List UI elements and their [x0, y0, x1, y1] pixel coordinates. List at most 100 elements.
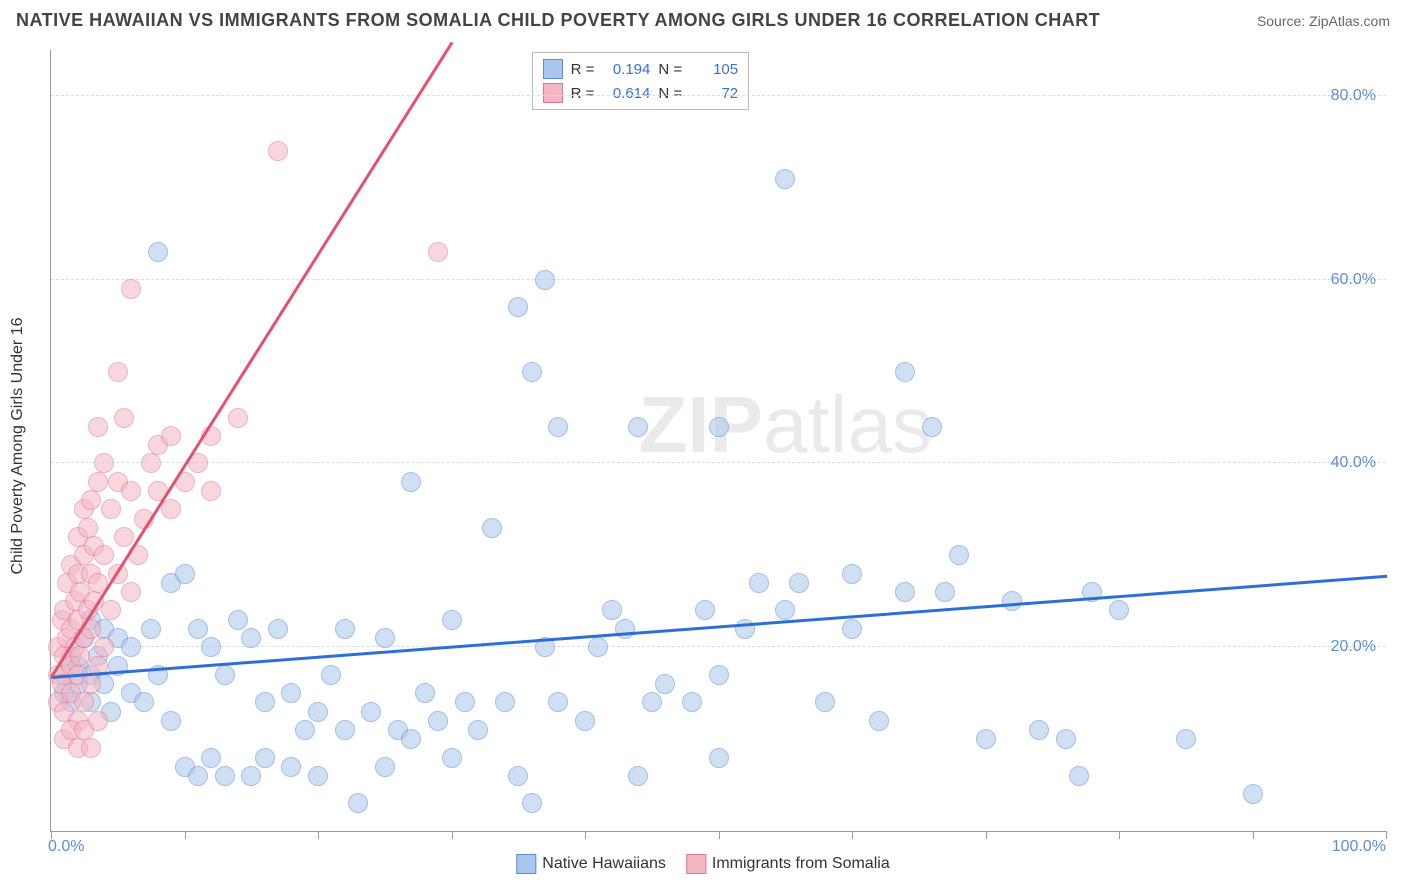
scatter-point: [749, 573, 769, 593]
scatter-point: [81, 674, 101, 694]
scatter-point: [121, 481, 141, 501]
scatter-point: [228, 610, 248, 630]
scatter-point: [455, 692, 475, 712]
scatter-point: [895, 582, 915, 602]
scatter-point: [161, 499, 181, 519]
scatter-point: [628, 417, 648, 437]
scatter-point: [94, 637, 114, 657]
scatter-point: [709, 748, 729, 768]
x-tick: [1119, 831, 1120, 839]
scatter-point: [188, 619, 208, 639]
stat-n-value-1: 105: [690, 61, 738, 78]
scatter-point: [121, 637, 141, 657]
scatter-point: [695, 600, 715, 620]
stat-n-label-2: N =: [658, 85, 682, 102]
gridline: [51, 462, 1386, 463]
scatter-point: [335, 720, 355, 740]
legend-swatch-1: [516, 854, 536, 874]
scatter-point: [335, 619, 355, 639]
scatter-point: [548, 692, 568, 712]
scatter-point: [1176, 729, 1196, 749]
scatter-point: [268, 619, 288, 639]
scatter-point: [141, 619, 161, 639]
scatter-point: [201, 748, 221, 768]
scatter-point: [361, 702, 381, 722]
scatter-point: [1029, 720, 1049, 740]
scatter-point: [281, 683, 301, 703]
gridline: [51, 279, 1386, 280]
scatter-point: [175, 564, 195, 584]
trend-line: [51, 574, 1387, 678]
y-tick-label: 40.0%: [1331, 454, 1376, 472]
scatter-point: [1002, 591, 1022, 611]
stat-n-label-1: N =: [658, 61, 682, 78]
scatter-point: [428, 711, 448, 731]
scatter-point: [94, 453, 114, 473]
scatter-point: [548, 417, 568, 437]
gridline: [51, 95, 1386, 96]
scatter-point: [415, 683, 435, 703]
scatter-point: [255, 692, 275, 712]
scatter-point: [215, 766, 235, 786]
scatter-point: [148, 242, 168, 262]
x-tick: [185, 831, 186, 839]
scatter-point: [442, 748, 462, 768]
scatter-point: [114, 408, 134, 428]
legend-item-2: Immigrants from Somalia: [686, 854, 890, 874]
stats-box: R = 0.194 N = 105 R = 0.614 N = 72: [532, 52, 750, 110]
legend: Native Hawaiians Immigrants from Somalia: [516, 854, 889, 874]
stat-r-label-1: R =: [571, 61, 595, 78]
scatter-point: [201, 481, 221, 501]
scatter-point: [869, 711, 889, 731]
trend-line: [50, 41, 453, 677]
scatter-point: [508, 297, 528, 317]
scatter-point: [1109, 600, 1129, 620]
scatter-point: [241, 766, 261, 786]
scatter-point: [842, 619, 862, 639]
legend-label-1: Native Hawaiians: [542, 855, 666, 873]
scatter-point: [308, 766, 328, 786]
scatter-point: [101, 499, 121, 519]
x-tick: [1253, 831, 1254, 839]
scatter-point: [401, 729, 421, 749]
scatter-point: [935, 582, 955, 602]
scatter-point: [482, 518, 502, 538]
scatter-point: [922, 417, 942, 437]
chart-container: ZIPatlas R = 0.194 N = 105 R = 0.614 N =…: [50, 50, 1386, 832]
x-tick: [585, 831, 586, 839]
x-tick: [1386, 831, 1387, 839]
scatter-point: [161, 426, 181, 446]
scatter-point: [401, 472, 421, 492]
scatter-point: [428, 242, 448, 262]
scatter-point: [615, 619, 635, 639]
scatter-point: [201, 637, 221, 657]
x-tick: [719, 831, 720, 839]
plot-area: ZIPatlas R = 0.194 N = 105 R = 0.614 N =…: [50, 50, 1386, 832]
scatter-point: [709, 665, 729, 685]
scatter-point: [789, 573, 809, 593]
stats-row-1: R = 0.194 N = 105: [543, 57, 739, 81]
scatter-point: [94, 545, 114, 565]
watermark-bold: ZIP: [639, 380, 763, 469]
legend-item-1: Native Hawaiians: [516, 854, 666, 874]
scatter-point: [114, 527, 134, 547]
scatter-point: [895, 362, 915, 382]
scatter-point: [642, 692, 662, 712]
scatter-point: [442, 610, 462, 630]
scatter-point: [78, 518, 98, 538]
scatter-point: [495, 692, 515, 712]
y-axis-label: Child Poverty Among Girls Under 16: [9, 318, 27, 575]
scatter-point: [976, 729, 996, 749]
scatter-point: [268, 141, 288, 161]
scatter-point: [348, 793, 368, 813]
scatter-point: [188, 766, 208, 786]
legend-swatch-2: [686, 854, 706, 874]
scatter-point: [121, 279, 141, 299]
scatter-point: [121, 582, 141, 602]
watermark-light: atlas: [763, 380, 932, 469]
source-label: Source: ZipAtlas.com: [1257, 13, 1390, 29]
scatter-point: [241, 628, 261, 648]
scatter-point: [141, 453, 161, 473]
scatter-point: [321, 665, 341, 685]
swatch-series1: [543, 59, 563, 79]
